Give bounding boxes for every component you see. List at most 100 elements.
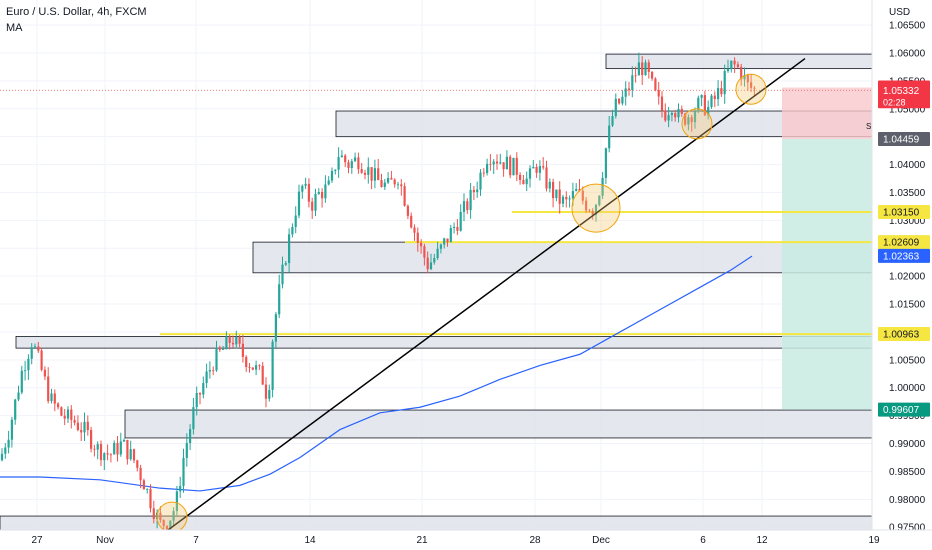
indicator-label[interactable]: MA bbox=[6, 22, 23, 34]
candle-body bbox=[205, 371, 208, 384]
candle-body bbox=[261, 365, 264, 385]
trendline-segment bbox=[167, 57, 806, 531]
candle-body bbox=[700, 95, 703, 98]
candle-body bbox=[555, 189, 558, 199]
candle-body bbox=[169, 520, 172, 531]
candle-body bbox=[416, 232, 419, 243]
current-price-badge: 1.05332 bbox=[883, 86, 920, 97]
currency-label: USD bbox=[889, 7, 910, 18]
time-tick-label: 28 bbox=[529, 535, 541, 546]
candle-body bbox=[139, 467, 142, 481]
candle-body bbox=[479, 172, 482, 190]
candle-body bbox=[588, 210, 591, 212]
price-tick-label: 0.98500 bbox=[889, 467, 926, 478]
candle-body bbox=[571, 191, 574, 199]
candle-body bbox=[717, 88, 720, 100]
candle-body bbox=[370, 167, 373, 181]
highlight-circle bbox=[571, 183, 621, 233]
candle-body bbox=[132, 449, 136, 461]
candle-body bbox=[578, 189, 581, 191]
candle-body bbox=[627, 88, 631, 91]
candle-body bbox=[113, 443, 116, 455]
candle-body bbox=[552, 181, 555, 199]
zone-rect bbox=[252, 241, 873, 274]
price-tick-label: 1.03500 bbox=[889, 188, 926, 199]
candle-body bbox=[568, 198, 571, 200]
candle-body bbox=[515, 157, 518, 175]
candle-body bbox=[330, 170, 334, 181]
time-tick-label: Nov bbox=[96, 535, 114, 546]
ma-value-badge: 1.02363 bbox=[883, 251, 920, 262]
candle-body bbox=[710, 95, 713, 107]
candle-body bbox=[429, 262, 433, 270]
candle-body bbox=[420, 242, 423, 247]
time-tick-label: 19 bbox=[868, 535, 880, 546]
candle-body bbox=[436, 248, 439, 259]
candle-body bbox=[185, 442, 188, 458]
time-tick-label: 21 bbox=[416, 535, 428, 546]
candle-body bbox=[535, 166, 538, 173]
candle-body bbox=[317, 191, 320, 195]
candle-body bbox=[90, 430, 93, 449]
candle-body bbox=[340, 155, 343, 158]
candle-body bbox=[604, 148, 607, 178]
candle-body bbox=[367, 167, 370, 175]
candle-body bbox=[538, 166, 541, 173]
candle-body bbox=[525, 178, 528, 185]
candle-body bbox=[347, 162, 350, 169]
price-tick-label: 0.99000 bbox=[889, 439, 926, 450]
candle-body bbox=[215, 347, 218, 371]
candle-body bbox=[304, 183, 307, 186]
candle-body bbox=[281, 264, 284, 285]
zone-rect bbox=[124, 409, 873, 439]
time-tick-label: Dec bbox=[592, 535, 610, 546]
trendline[interactable] bbox=[167, 57, 806, 531]
time-axis[interactable]: 27 Nov 7 14 21 28 Dec 6 12 19 bbox=[0, 529, 932, 550]
candle-body bbox=[459, 211, 462, 231]
candle-body bbox=[466, 201, 469, 211]
candle-body bbox=[288, 234, 291, 264]
zone-rect bbox=[0, 515, 873, 531]
candle-body bbox=[50, 393, 53, 402]
candle-body bbox=[162, 520, 165, 526]
highlight-circle bbox=[156, 501, 188, 533]
candle-body bbox=[528, 168, 532, 179]
candle-body bbox=[410, 215, 413, 228]
short-position-tool[interactable]: SELL bbox=[782, 87, 886, 410]
candle-body bbox=[47, 376, 50, 402]
candle-body bbox=[558, 189, 561, 204]
candle-body bbox=[182, 457, 185, 486]
candle-body bbox=[512, 157, 515, 176]
candle-body bbox=[198, 392, 202, 395]
candle-body bbox=[73, 420, 76, 423]
candle-body bbox=[294, 215, 297, 227]
candle-body bbox=[30, 347, 33, 359]
candle-body bbox=[660, 96, 664, 111]
candle-body bbox=[189, 429, 192, 443]
candle-body bbox=[581, 190, 584, 201]
candle-body bbox=[43, 369, 46, 377]
candle-body bbox=[396, 184, 400, 186]
candle-body bbox=[505, 156, 508, 170]
candle-body bbox=[284, 263, 287, 265]
price-tick-label: 0.98000 bbox=[889, 495, 926, 506]
candle-body bbox=[314, 194, 317, 211]
chart-title: Euro / U.S. Dollar, 4h, FXCM bbox=[6, 6, 147, 18]
candle-body bbox=[647, 62, 650, 72]
level-b-badge: 1.02609 bbox=[883, 238, 920, 249]
candle-body bbox=[492, 161, 495, 165]
candle-body bbox=[519, 174, 522, 180]
candle-body bbox=[321, 191, 324, 199]
candle-body bbox=[746, 75, 749, 83]
candle-body bbox=[723, 71, 726, 95]
candle-body bbox=[4, 447, 7, 454]
highlight-circle bbox=[735, 73, 767, 105]
candle-body bbox=[403, 186, 406, 206]
candle-body bbox=[545, 167, 548, 189]
candle-body bbox=[27, 358, 30, 371]
candle-body bbox=[462, 201, 466, 212]
candle-body bbox=[693, 111, 697, 123]
moving-average-line bbox=[0, 255, 753, 492]
candle-body bbox=[489, 163, 492, 165]
